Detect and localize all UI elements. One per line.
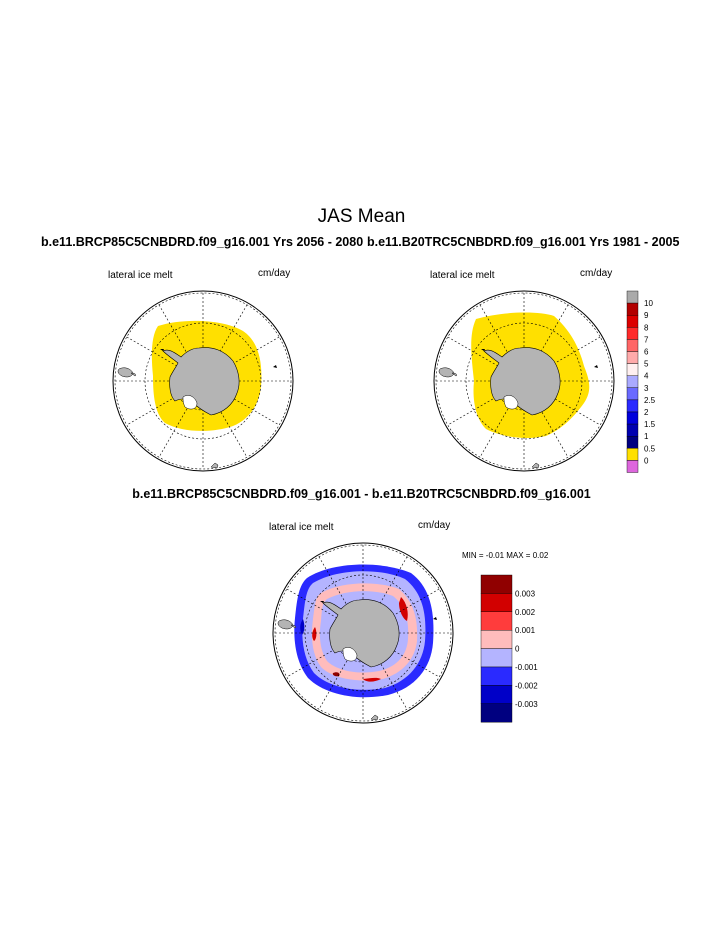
absolute-colorbar-label: 1.5 [644,420,656,429]
absolute-colorbar-label: 4 [644,372,649,381]
absolute-colorbar-label: 0 [644,456,649,465]
difference-colorbar-box [480,630,513,649]
absolute-colorbar-box [626,363,639,376]
absolute-colorbar-box [626,327,639,340]
absolute-colorbar-label: 5 [644,360,649,369]
difference-colorbar-box [480,703,513,723]
absolute-colorbar-box [626,315,639,328]
difference-title: b.e11.BRCP85C5CNBDRD.f09_g16.001 - b.e11… [132,487,591,501]
absolute-colorbar-box [626,339,639,352]
difference-colorbar-box [480,611,513,631]
absolute-colorbar-label: 9 [644,311,649,320]
difference-colorbar-label: 0 [515,645,520,654]
absolute-colorbar-label: 6 [644,348,649,357]
diff-units-label: cm/day [418,520,451,531]
left-polar-map [112,290,294,472]
absolute-colorbar-label: 7 [644,335,649,344]
absolute-colorbar-label: 3 [644,384,649,393]
absolute-colorbar-box [626,399,639,413]
difference-colorbar-label: -0.002 [515,681,538,690]
right-run-title: b.e11.B20TRC5CNBDRD.f09_g16.001 Yrs 1981… [367,235,680,249]
difference-colorbar: 0.003 0.002 0.001 0 -0.001 -0.002 -0.003 [480,574,538,723]
absolute-colorbar-box [626,302,639,316]
absolute-colorbar-box [626,448,639,461]
absolute-colorbar-box [626,436,639,449]
absolute-colorbar-label: 2 [644,408,649,417]
absolute-colorbar-box [626,375,639,389]
right-units-label: cm/day [580,268,613,279]
left-units-label: cm/day [258,268,291,279]
absolute-colorbar-label: 1 [644,432,649,441]
left-variable-label: lateral ice melt [108,270,173,281]
difference-colorbar-label: -0.003 [515,700,538,709]
diff-variable-label: lateral ice melt [269,522,334,533]
right-variable-label: lateral ice melt [430,270,495,281]
difference-colorbar-label: -0.001 [515,663,538,672]
absolute-colorbar-box [626,351,639,364]
absolute-colorbar-box [626,460,639,473]
difference-colorbar-box [480,648,513,668]
absolute-colorbar-box [626,423,639,437]
difference-colorbar-label: 0.001 [515,626,536,635]
difference-colorbar-label: 0.003 [515,589,536,598]
absolute-colorbar: 10 9 8 7 6 5 4 3 2.5 2 1.5 1 0.5 0 [626,290,656,473]
diff-min-max: MIN = -0.01 MAX = 0.02 [462,551,549,560]
right-polar-map [433,290,615,472]
difference-colorbar-box [480,574,513,594]
absolute-colorbar-box [626,411,639,425]
absolute-colorbar-label: 8 [644,323,649,332]
absolute-colorbar-label: 2.5 [644,396,656,405]
figure-title: JAS Mean [317,206,406,227]
difference-colorbar-box [480,685,513,705]
left-run-title: b.e11.BRCP85C5CNBDRD.f09_g16.001 Yrs 205… [41,235,364,249]
difference-polar-map [272,542,454,724]
absolute-colorbar-box [626,387,639,401]
absolute-colorbar-label: 10 [644,299,653,308]
absolute-colorbar-box [626,290,639,304]
absolute-colorbar-label: 0.5 [644,444,656,453]
difference-colorbar-box [480,593,513,613]
difference-colorbar-label: 0.002 [515,608,536,617]
difference-colorbar-box [480,666,513,686]
